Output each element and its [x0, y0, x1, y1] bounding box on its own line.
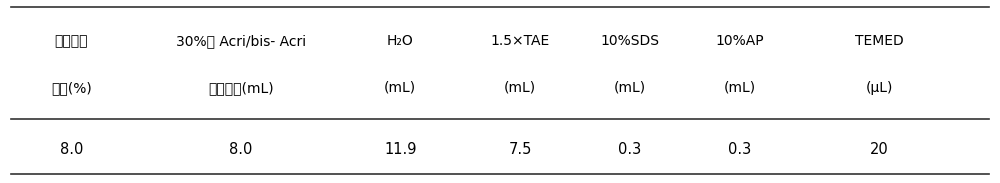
Text: 11.9: 11.9: [384, 142, 417, 157]
Text: 30%的 Acri/bis- Acri: 30%的 Acri/bis- Acri: [176, 34, 306, 48]
Text: (mL): (mL): [723, 81, 755, 95]
Text: 8.0: 8.0: [60, 142, 83, 157]
Text: 凝胶(%): 凝胶(%): [51, 81, 92, 95]
Text: 1.5×TAE: 1.5×TAE: [490, 34, 550, 48]
Text: 8.0: 8.0: [229, 142, 252, 157]
Text: 0.3: 0.3: [618, 142, 641, 157]
Text: 0.3: 0.3: [728, 142, 751, 157]
Text: (μL): (μL): [865, 81, 893, 95]
Text: 20: 20: [870, 142, 888, 157]
Text: (mL): (mL): [504, 81, 536, 95]
Text: 丙烯酰胺: 丙烯酰胺: [54, 34, 88, 48]
Text: 10%AP: 10%AP: [715, 34, 764, 48]
Text: 凝胶贮液(mL): 凝胶贮液(mL): [208, 81, 274, 95]
Text: H₂O: H₂O: [387, 34, 414, 48]
Text: (mL): (mL): [614, 81, 646, 95]
Text: 7.5: 7.5: [508, 142, 532, 157]
Text: TEMED: TEMED: [855, 34, 903, 48]
Text: (mL): (mL): [384, 81, 416, 95]
Text: 10%SDS: 10%SDS: [600, 34, 659, 48]
